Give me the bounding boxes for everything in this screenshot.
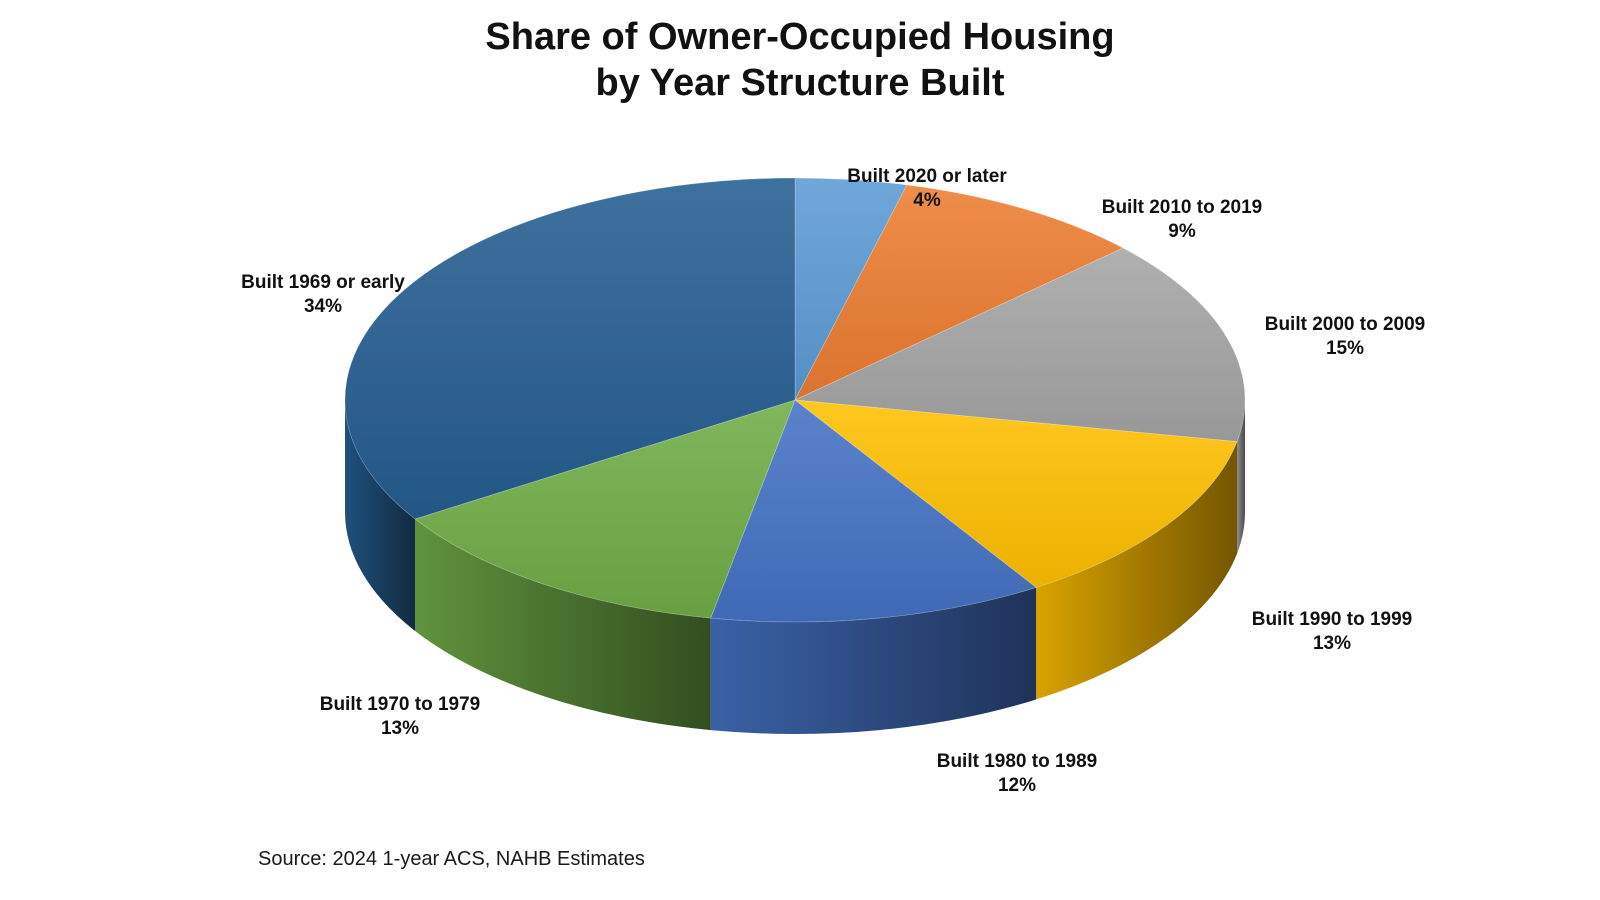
slice-labels: Built 2020 or later 4% Built 2010 to 2019 9… [241, 166, 1425, 796]
slice-label-value: 12% [998, 775, 1036, 796]
slice-label-name: Built 1969 or early [241, 272, 405, 293]
pie-side-built-2000-to-2009 [1237, 400, 1245, 554]
pie-top-faces [344, 177, 1246, 623]
pie-side-built-1970-to-1979 [415, 518, 711, 731]
slice-label-name: Built 2010 to 2019 [1102, 197, 1263, 218]
slice-label-name: Built 1980 to 1989 [937, 751, 1098, 772]
chart-title: Share of Owner-Occupied Housing by Year … [0, 14, 1600, 106]
pie-slice-built-2010-to-2019 [794, 184, 1124, 401]
slice-label-value: 34% [304, 296, 342, 317]
pie-slice-built-2000-to-2009 [793, 247, 1246, 443]
slice-label-value: 13% [381, 718, 419, 739]
slice-label-name: Built 1990 to 1999 [1252, 609, 1413, 630]
pie-side-built-1980-to-1989 [710, 587, 1037, 734]
pie-slice-built-1990-to-1999 [793, 399, 1238, 588]
slice-label-built-1970-to-1979: Built 1970 to 1979 13% [320, 694, 481, 739]
slice-label-value: 13% [1313, 633, 1351, 654]
chart-title-line-1: Share of Owner-Occupied Housing [485, 16, 1115, 58]
pie-slice-built-1980-to-1989 [710, 399, 1037, 623]
pie-slice-built-1969-or-early [344, 177, 796, 520]
pie-slice-built-2020-or-later [794, 177, 908, 401]
slice-label-built-1980-to-1989: Built 1980 to 1989 12% [937, 751, 1098, 796]
slice-label-name: Built 2020 or later [847, 166, 1007, 187]
slice-label-value: 4% [913, 190, 941, 211]
slice-label-value: 15% [1326, 338, 1364, 359]
pie-side-walls [345, 400, 1245, 734]
slice-label-built-1969-or-early: Built 1969 or early 34% [241, 272, 405, 317]
slice-label-built-2000-to-2009: Built 2000 to 2009 15% [1265, 314, 1426, 359]
chart-title-line-2: by Year Structure Built [595, 62, 1005, 104]
slice-label-built-1990-to-1999: Built 1990 to 1999 13% [1252, 609, 1413, 654]
pie-slice-built-1970-to-1979 [414, 399, 796, 619]
slice-label-name: Built 1970 to 1979 [320, 694, 481, 715]
source-note: Source: 2024 1-year ACS, NAHB Estimates [258, 848, 645, 870]
slice-label-built-2010-to-2019: Built 2010 to 2019 9% [1102, 197, 1263, 242]
slice-label-built-2020-or-later: Built 2020 or later 4% [847, 166, 1007, 211]
pie-side-built-1990-to-1999 [1036, 441, 1238, 700]
slice-label-name: Built 2000 to 2009 [1265, 314, 1426, 335]
pie-side-built-1969-or-early [345, 400, 416, 631]
slice-label-value: 9% [1168, 221, 1196, 242]
